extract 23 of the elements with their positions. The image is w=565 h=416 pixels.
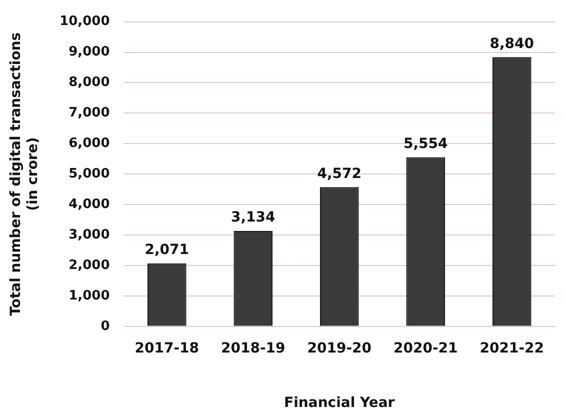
data-label: 4,572 xyxy=(317,166,362,182)
y-axis-title: Total number of digital transactions (in crore) xyxy=(8,32,41,316)
data-label: 2,071 xyxy=(144,242,190,258)
y-tick-label: 2,000 xyxy=(68,258,110,273)
x-tick-label: 2017-18 xyxy=(134,340,200,356)
x-tick-label: 2018-19 xyxy=(221,340,286,356)
y-tick-label: 0 xyxy=(100,318,110,334)
x-tick-label: 2019-20 xyxy=(307,340,372,356)
y-tick-label: 1,000 xyxy=(68,288,110,304)
y-tick-label: 4,000 xyxy=(68,196,110,212)
x-tick-label: 2020-21 xyxy=(393,340,458,356)
y-tick-label: 9,000 xyxy=(68,44,110,60)
y-tick-label: 7,000 xyxy=(68,106,110,121)
y-tick-label: 8,000 xyxy=(68,75,110,90)
y-tick-label: 5,000 xyxy=(68,166,110,182)
x-axis-title: Financial Year xyxy=(284,395,395,412)
data-label: 3,134 xyxy=(230,210,276,226)
y-tick-label: 6,000 xyxy=(68,136,110,152)
data-label: 5,554 xyxy=(403,136,448,152)
data-label: 8,840 xyxy=(490,36,534,52)
y-tick-label: 10,000 xyxy=(60,14,110,30)
y-tick-label: 3,000 xyxy=(68,227,110,242)
x-tick-label: 2021-22 xyxy=(480,340,544,356)
